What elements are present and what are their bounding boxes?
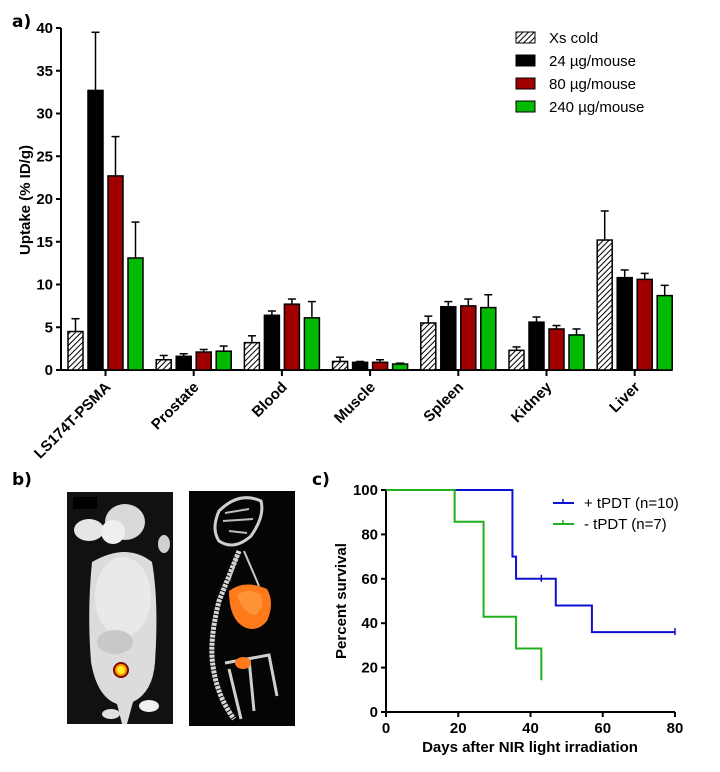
legend-swatch <box>515 31 536 44</box>
survival-legend: + tPDT (n=10) - tPDT (n=7) <box>553 495 679 533</box>
y-tick-label: 15 <box>36 234 53 251</box>
bar <box>331 360 349 371</box>
bar <box>87 89 104 371</box>
legend-swatch <box>515 77 536 90</box>
mouse-fluorescence-image <box>67 492 173 724</box>
bar <box>391 363 409 371</box>
y-tick-label: 35 <box>36 63 53 80</box>
bar <box>480 306 497 371</box>
x-tick-label: 20 <box>450 720 467 737</box>
legend: Xs cold 24 µg/mouse 80 µg/mouse 240 µg/mous… <box>515 30 644 116</box>
y-tick-label: 40 <box>36 20 53 37</box>
x-tick-label: 80 <box>667 720 684 737</box>
survival-curve <box>386 489 675 634</box>
legend-label: - tPDT (n=7) <box>584 516 667 533</box>
legend-swatch <box>515 54 536 67</box>
bar <box>283 303 301 371</box>
y-axis-title: Uptake (% ID/g) <box>17 145 34 255</box>
bar <box>127 257 144 371</box>
bar <box>460 305 477 371</box>
legend-label: + tPDT (n=10) <box>584 495 679 512</box>
bar <box>596 239 613 371</box>
bar <box>263 314 281 371</box>
y-tick-label: 0 <box>45 362 53 379</box>
legend-label: 80 µg/mouse <box>549 76 636 93</box>
y-tick-label: 60 <box>361 571 378 588</box>
bar <box>195 351 212 371</box>
y-tick-label: 100 <box>353 482 378 499</box>
legend-label: 24 µg/mouse <box>549 53 636 70</box>
bar <box>107 175 124 371</box>
y-tick-label: 40 <box>361 615 378 632</box>
survival-curve <box>386 489 543 681</box>
bar <box>440 305 457 371</box>
panel-label-c: c) <box>312 470 330 490</box>
legend-label: 240 µg/mouse <box>549 99 644 116</box>
y-tick-label: 30 <box>36 106 53 123</box>
bar <box>616 276 633 371</box>
bar <box>371 361 389 371</box>
bar <box>528 321 545 371</box>
bar <box>215 350 232 371</box>
bar <box>420 322 437 371</box>
y-tick-label: 5 <box>45 319 53 336</box>
x-tick-label: 0 <box>382 720 390 737</box>
bar <box>508 349 525 371</box>
bar <box>155 358 172 371</box>
bar <box>656 294 673 371</box>
y-axis-title-survival: Percent survival <box>333 543 350 659</box>
bar <box>175 355 192 371</box>
legend-label: Xs cold <box>549 30 598 47</box>
x-axis-title-survival: Days after NIR light irradiation <box>422 739 638 756</box>
bar <box>568 334 585 371</box>
bar <box>67 330 84 371</box>
x-tick-label: 60 <box>594 720 611 737</box>
x-tick-label: 40 <box>522 720 539 737</box>
bar <box>351 361 369 371</box>
panel-label-a: a) <box>12 12 32 32</box>
bar <box>548 328 565 371</box>
y-tick-label: 10 <box>36 277 53 294</box>
bar <box>303 317 321 371</box>
panel-label-b: b) <box>12 470 32 490</box>
y-tick-label: 0 <box>370 704 378 721</box>
y-tick-label: 20 <box>36 191 53 208</box>
y-tick-label: 20 <box>361 660 378 677</box>
y-tick-label: 25 <box>36 148 53 165</box>
mouse-skeleton-3d-render <box>189 491 295 726</box>
bar <box>243 341 261 371</box>
y-tick-label: 80 <box>361 526 378 543</box>
bar <box>636 278 653 371</box>
legend-swatch <box>515 100 536 113</box>
